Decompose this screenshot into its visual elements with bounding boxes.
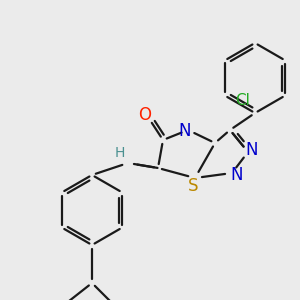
Text: O: O <box>139 106 152 124</box>
Text: N: N <box>231 166 243 184</box>
Text: S: S <box>188 177 198 195</box>
Text: N: N <box>179 122 191 140</box>
Text: N: N <box>246 141 258 159</box>
Text: Cl: Cl <box>235 93 250 108</box>
Text: H: H <box>115 146 125 160</box>
